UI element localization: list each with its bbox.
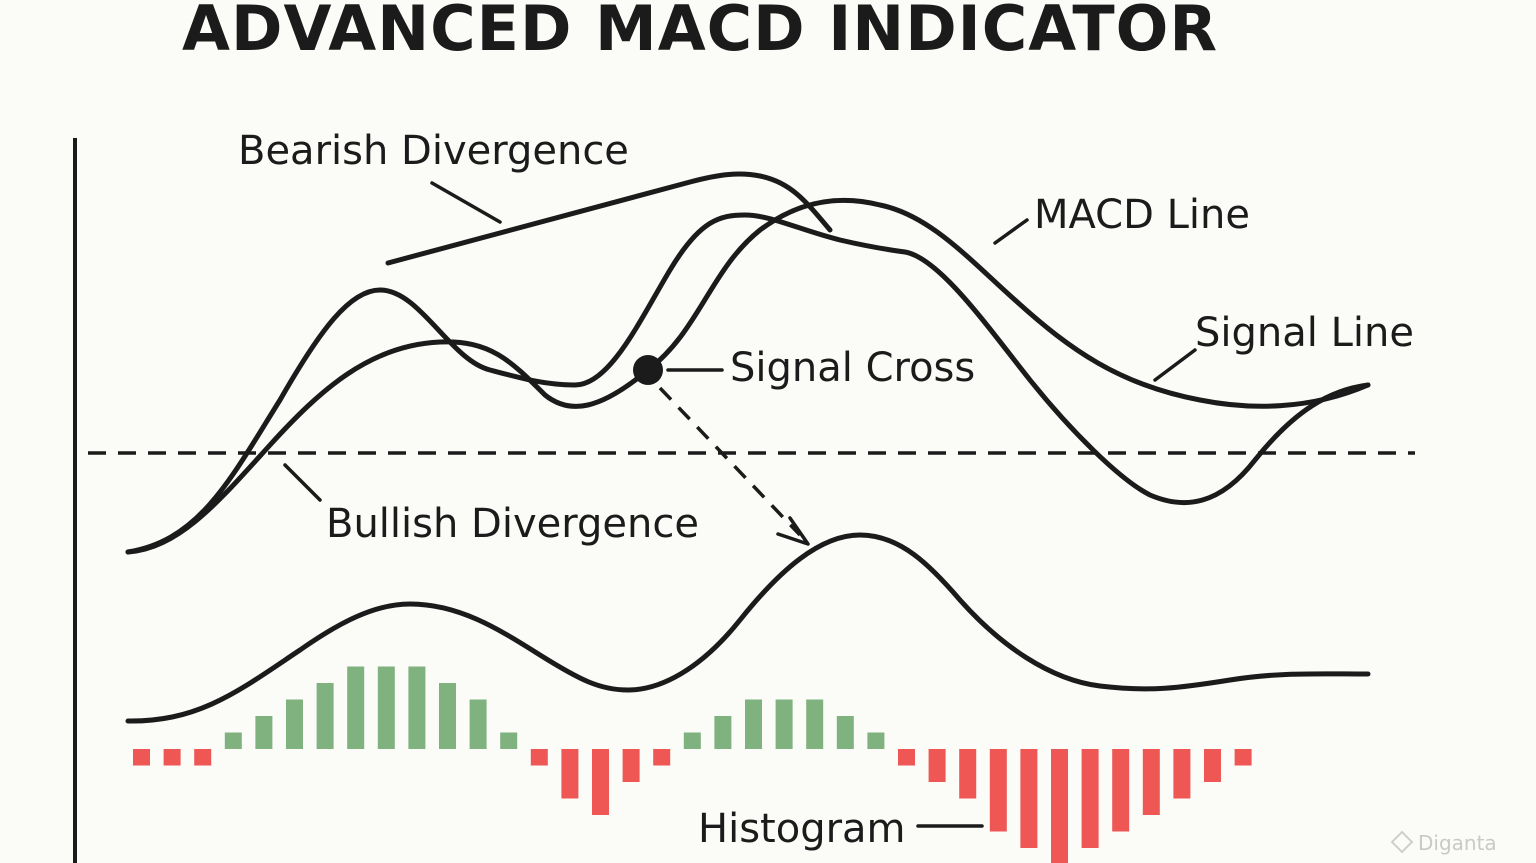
- histogram-bar-negative: [1173, 749, 1191, 799]
- bullish-divergence-leader: [283, 463, 322, 502]
- histogram-bar-negative: [1081, 749, 1099, 848]
- histogram-bar-positive: [347, 666, 365, 749]
- histogram-bar-negative: [163, 749, 181, 766]
- signal-cross-label: Signal Cross: [730, 345, 975, 391]
- histogram-bar-positive: [806, 699, 824, 749]
- oscillator-line: [125, 532, 1371, 724]
- histogram-bar-negative: [1020, 749, 1038, 848]
- histogram-bar-negative: [592, 749, 609, 815]
- macd-line-leader: [993, 218, 1029, 245]
- watermark-text: Diganta: [1418, 831, 1497, 855]
- histogram-bar-positive: [469, 699, 487, 749]
- histogram-bar-positive: [683, 732, 701, 749]
- histogram-bar-negative: [622, 749, 640, 782]
- histogram-bar-negative: [1051, 749, 1068, 863]
- signal-line-label: Signal Line: [1195, 310, 1414, 356]
- bullish-divergence-label: Bullish Divergence: [326, 501, 699, 547]
- watermark: Diganta: [1390, 830, 1497, 855]
- histogram-bar-negative: [1112, 749, 1130, 832]
- watermark-logo-icon: [1390, 830, 1414, 854]
- histogram-bar-positive: [836, 716, 854, 749]
- bearish-divergence-leader: [430, 181, 502, 224]
- histogram-bar-positive: [408, 666, 426, 749]
- histogram-label: Histogram: [698, 806, 906, 852]
- histogram-bar-negative: [898, 749, 915, 766]
- histogram-bar-negative: [530, 749, 548, 766]
- histogram-bar-negative: [928, 749, 946, 782]
- histogram-bar-positive: [377, 666, 395, 749]
- histogram-bar-positive: [439, 683, 456, 749]
- histogram-bar-positive: [224, 732, 242, 749]
- signal-line: [125, 197, 1371, 555]
- histogram-bar-negative: [561, 749, 579, 799]
- macd-line-label: MACD Line: [1034, 192, 1250, 238]
- histogram-bar-negative: [1142, 749, 1160, 815]
- signal-cross-marker: [633, 355, 663, 385]
- histogram-bar-negative: [194, 749, 212, 766]
- histogram-bar-positive: [745, 699, 762, 749]
- page-title: ADVANCED MACD INDICATOR: [182, 0, 1218, 65]
- signal-line-leader: [1153, 348, 1197, 382]
- histogram-bar-negative: [133, 749, 150, 766]
- histogram-bar-positive: [286, 699, 303, 749]
- histogram-bar-negative: [989, 749, 1007, 832]
- histogram-bar-positive: [867, 732, 885, 749]
- bearish-divergence-label: Bearish Divergence: [238, 128, 629, 174]
- histogram-bar-negative: [653, 749, 671, 766]
- histogram-bar-positive: [714, 716, 732, 749]
- histogram-bar-negative: [959, 749, 977, 799]
- histogram-bar-negative: [1204, 749, 1221, 782]
- histogram-bar-positive: [775, 699, 793, 749]
- histogram-bar-positive: [316, 683, 334, 749]
- histogram-bars: [133, 666, 1252, 863]
- histogram-bar-positive: [500, 732, 518, 749]
- macd-line: [125, 212, 1371, 555]
- bearish-divergence-trendline: [385, 171, 833, 266]
- histogram-bar-negative: [1234, 749, 1252, 766]
- signal-cross-arrow-shaft: [658, 386, 802, 537]
- signal-cross-arrow-head: [776, 516, 810, 546]
- histogram-bar-positive: [255, 716, 273, 749]
